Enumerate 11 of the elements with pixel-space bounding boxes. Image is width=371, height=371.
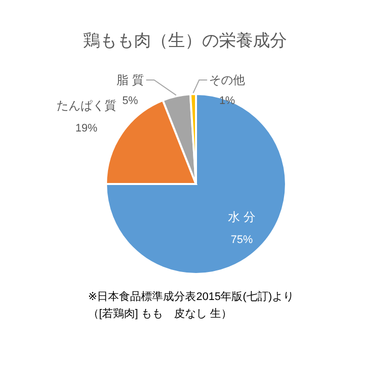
data-label: 19%: [75, 122, 98, 135]
slice-label: たんぱく質: [56, 98, 116, 113]
data-label: 5%: [122, 95, 138, 107]
text: ※日本食品標準成分表2015年版(七訂)より: [88, 290, 294, 303]
text: （[若鶏肉] もも 皮なし 生）: [88, 307, 232, 320]
slice-label: その他: [209, 73, 246, 87]
chart-title: 鶏もも肉（生）の栄養成分: [83, 31, 287, 50]
pie-slice: [105, 93, 287, 275]
slice-label: 水 分: [228, 210, 256, 224]
slice-label: 脂 質: [116, 73, 144, 87]
data-label: 75%: [230, 234, 254, 246]
